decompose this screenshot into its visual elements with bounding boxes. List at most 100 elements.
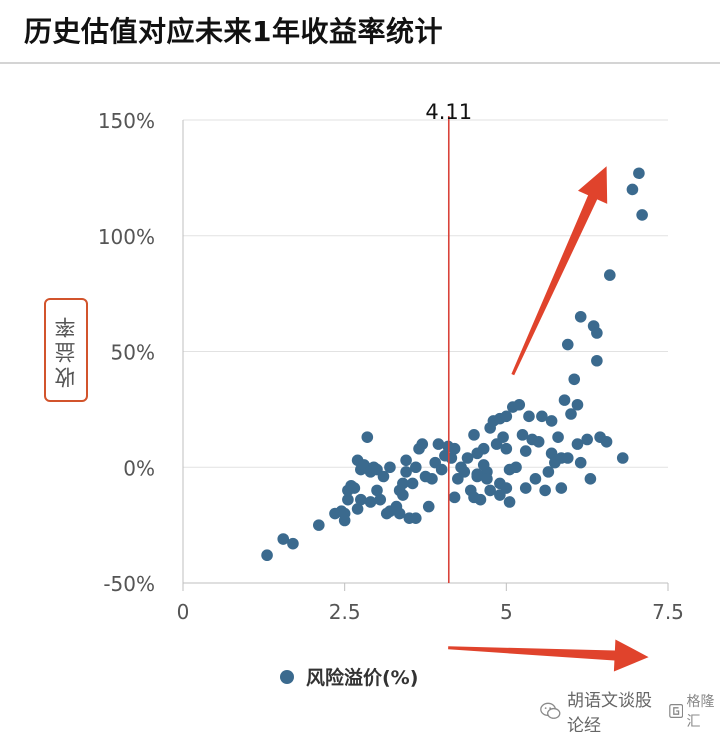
data-point <box>461 452 474 464</box>
y-tick-label: -50% <box>103 572 155 596</box>
data-point <box>287 537 299 550</box>
watermark-text: 胡语文谈股论经 <box>567 691 652 736</box>
data-point <box>432 438 445 450</box>
data-point <box>397 489 409 501</box>
data-point <box>377 470 390 483</box>
data-point <box>626 183 639 196</box>
data-point <box>393 507 406 520</box>
data-point <box>471 468 484 480</box>
data-point <box>384 461 396 474</box>
data-point <box>481 473 493 485</box>
data-point <box>448 442 461 455</box>
data-point <box>400 466 412 478</box>
data-point <box>474 493 487 506</box>
legend: 风险溢价(%) <box>280 663 418 690</box>
y-axis-label-box: 收益率 <box>44 298 88 402</box>
data-point <box>500 442 513 455</box>
x-tick-label: 0 <box>177 600 190 624</box>
data-point <box>568 373 581 386</box>
data-point <box>261 549 273 562</box>
data-point <box>584 473 597 485</box>
y-tick-label: 150% <box>98 109 155 133</box>
data-point <box>448 491 461 504</box>
data-point <box>561 452 574 464</box>
title-divider <box>0 62 720 64</box>
data-point <box>361 431 374 443</box>
watermark: 胡语文谈股论经 格隆汇 <box>540 686 720 736</box>
data-point <box>574 456 587 469</box>
data-point <box>636 209 648 221</box>
data-point <box>419 470 432 483</box>
data-point <box>374 493 387 506</box>
data-point <box>400 454 412 467</box>
data-point <box>355 493 367 506</box>
data-point <box>519 445 532 457</box>
data-point <box>338 507 351 520</box>
data-point <box>471 447 484 460</box>
data-point <box>571 398 584 411</box>
data-point <box>571 438 584 450</box>
data-point <box>536 410 548 423</box>
wechat-icon <box>540 702 561 719</box>
data-point <box>397 477 409 490</box>
data-point <box>500 410 513 423</box>
data-point <box>616 452 629 464</box>
data-point <box>348 482 361 494</box>
y-tick-label: 50% <box>111 341 155 365</box>
data-point <box>422 500 435 513</box>
data-point <box>435 463 448 476</box>
data-point <box>477 459 490 471</box>
data-point <box>351 503 364 515</box>
y-tick-label: 100% <box>98 225 155 249</box>
data-point <box>574 310 587 323</box>
data-point <box>342 493 354 506</box>
data-point <box>510 461 522 474</box>
data-point <box>552 431 564 443</box>
data-point <box>555 482 568 494</box>
data-point <box>561 338 574 351</box>
x-tick-label: 7.5 <box>652 600 684 624</box>
data-point <box>513 398 526 411</box>
data-point <box>516 429 529 441</box>
legend-label: 风险溢价(%) <box>306 667 419 689</box>
y-tick-label: 0% <box>123 456 155 480</box>
data-point <box>591 354 603 367</box>
data-point <box>523 410 535 423</box>
annotation-arrow <box>511 166 608 376</box>
data-point <box>529 473 542 485</box>
data-point <box>468 429 480 441</box>
watermark-logo: 格隆汇 <box>669 691 720 731</box>
data-point <box>503 496 516 508</box>
legend-marker <box>280 669 294 684</box>
y-axis-label: 收益率 <box>54 312 78 388</box>
data-point <box>497 431 509 443</box>
reference-line-label: 4.11 <box>425 100 472 124</box>
data-point <box>558 394 571 406</box>
data-point <box>494 489 506 501</box>
data-point <box>591 327 603 339</box>
data-point <box>313 519 325 531</box>
data-point <box>565 408 577 420</box>
data-point <box>604 269 616 281</box>
page-title: 历史估值对应未来1年收益率统计 <box>24 15 443 48</box>
data-point <box>600 435 613 448</box>
data-point <box>581 433 593 446</box>
data-point <box>371 484 383 497</box>
data-point <box>410 512 422 524</box>
watermark-logo-text: 格隆汇 <box>686 694 715 730</box>
data-point <box>542 466 555 478</box>
data-point <box>545 447 558 460</box>
x-tick-label: 2.5 <box>329 600 361 624</box>
data-point <box>364 496 377 508</box>
data-point <box>406 477 419 490</box>
data-point <box>410 461 422 474</box>
annotation-arrow <box>448 639 649 672</box>
data-point <box>532 435 545 448</box>
data-point <box>416 438 429 450</box>
data-point <box>545 415 558 427</box>
data-point <box>633 167 645 180</box>
data-point <box>519 482 532 494</box>
data-point <box>539 484 551 497</box>
gelonghui-logo-icon <box>669 704 684 718</box>
